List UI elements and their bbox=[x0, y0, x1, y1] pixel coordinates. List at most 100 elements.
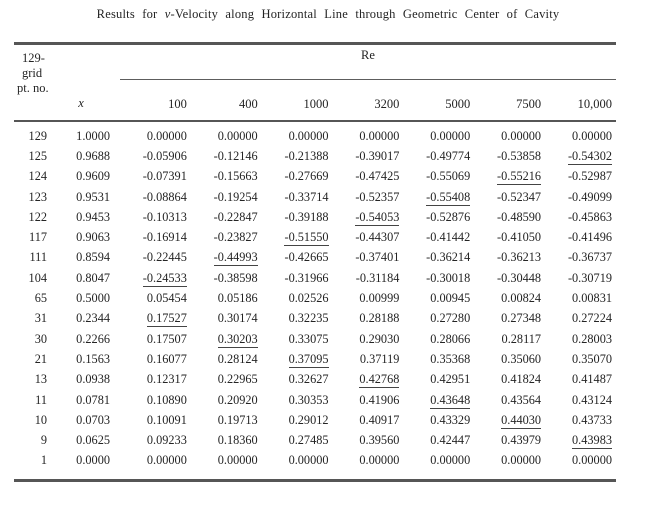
value: -0.39017 bbox=[355, 148, 400, 163]
value-cell: 0.29030 bbox=[333, 329, 404, 349]
table-title: Results for v-Velocity along Horizontal … bbox=[0, 7, 656, 22]
value: 0.28124 bbox=[217, 351, 258, 366]
value: 0.29030 bbox=[359, 331, 400, 346]
value-cell: -0.36737 bbox=[545, 248, 616, 268]
grid-pt-cell: 13 bbox=[34, 372, 47, 387]
value-cell: 0.43564 bbox=[474, 390, 545, 410]
value-cell: 0.00000 bbox=[120, 121, 191, 146]
table-row: 129 1.0000 0.00000 0.00000 0.00000 0.00000 0.0… bbox=[14, 121, 616, 146]
underlined-extremum-value: -0.54302 bbox=[567, 148, 612, 165]
value-cell: 0.00824 bbox=[474, 288, 545, 308]
value-cell: 0.35368 bbox=[403, 349, 474, 369]
table-row: 104 0.8047 -0.24533 -0.38598 -0.31966 -0.3118… bbox=[14, 268, 616, 288]
value-cell: -0.19254 bbox=[191, 187, 262, 207]
value: 0.00999 bbox=[359, 291, 400, 306]
value-cell: -0.23827 bbox=[191, 227, 262, 247]
value: 0.00945 bbox=[430, 291, 471, 306]
value: 0.00831 bbox=[572, 291, 612, 306]
value: 0.17507 bbox=[146, 331, 187, 346]
value-cell: 0.30203 bbox=[191, 329, 262, 349]
underlined-extremum-value: 0.42768 bbox=[359, 372, 400, 389]
grid-pt-cell: 30 bbox=[34, 331, 47, 346]
table-row: 111 0.8594 -0.22445 -0.44993 -0.42665 -0.3740… bbox=[14, 248, 616, 268]
value: -0.21388 bbox=[284, 148, 329, 163]
value: 0.05186 bbox=[217, 291, 258, 306]
value: 0.00000 bbox=[359, 453, 400, 468]
value: 0.16077 bbox=[146, 351, 187, 366]
grid-pt-cell: 122 bbox=[28, 209, 47, 224]
value: -0.37401 bbox=[355, 250, 400, 265]
grid-pt-cell: 129 bbox=[28, 128, 47, 143]
x-cell: 0.8594 bbox=[76, 250, 110, 265]
value: 0.41906 bbox=[359, 392, 400, 407]
value-cell: 0.00000 bbox=[191, 121, 262, 146]
grid-pt-cell: 11 bbox=[35, 392, 47, 407]
value: -0.36737 bbox=[567, 250, 612, 265]
value: -0.41442 bbox=[426, 230, 471, 245]
value-cell: 0.00831 bbox=[545, 288, 616, 308]
value: 0.42951 bbox=[430, 372, 471, 387]
table-row: 11 0.0781 0.10890 0.20920 0.30353 0.41906 0.43… bbox=[14, 390, 616, 410]
value-cell: 0.32235 bbox=[262, 309, 333, 329]
re-column-header-3200: 3200 bbox=[374, 97, 400, 111]
value-cell: 0.27280 bbox=[403, 309, 474, 329]
value: -0.22445 bbox=[142, 250, 187, 265]
value-cell: 0.44030 bbox=[474, 410, 545, 430]
value: 0.00000 bbox=[288, 128, 329, 143]
value: 0.28188 bbox=[359, 311, 400, 326]
value: -0.44307 bbox=[355, 230, 400, 245]
value: -0.27669 bbox=[284, 169, 329, 184]
value-cell: 0.28117 bbox=[474, 329, 545, 349]
value-cell: -0.12146 bbox=[191, 146, 262, 166]
value: 0.20920 bbox=[217, 392, 258, 407]
value: 0.30353 bbox=[288, 392, 329, 407]
value-cell: -0.52987 bbox=[545, 167, 616, 187]
value: -0.41496 bbox=[567, 230, 612, 245]
value-cell: 0.16077 bbox=[120, 349, 191, 369]
value-cell: 0.27485 bbox=[262, 430, 333, 450]
value-cell: -0.07391 bbox=[120, 167, 191, 187]
results-table-wrap: 129- grid pt. no. x Re 100 400 1000 3200… bbox=[14, 42, 616, 483]
value: 0.28003 bbox=[572, 331, 612, 346]
grid-pt-cell: 124 bbox=[28, 169, 47, 184]
underlined-extremum-value: 0.43983 bbox=[572, 433, 612, 450]
x-cell: 0.0781 bbox=[76, 392, 110, 407]
grid-pt-cell: 65 bbox=[34, 291, 47, 306]
x-cell: 0.1563 bbox=[76, 351, 110, 366]
value: -0.30018 bbox=[426, 270, 471, 285]
value-cell: -0.54053 bbox=[333, 207, 404, 227]
grid-pt-cell: 123 bbox=[28, 189, 47, 204]
value-cell: -0.55069 bbox=[403, 167, 474, 187]
value-cell: -0.30018 bbox=[403, 268, 474, 288]
value-cell: -0.36214 bbox=[403, 248, 474, 268]
x-column-header: x bbox=[78, 96, 84, 110]
value-cell: 0.40917 bbox=[333, 410, 404, 430]
table-row: 122 0.9453 -0.10313 -0.22847 -0.39188 -0.5405… bbox=[14, 207, 616, 227]
value-cell: -0.44993 bbox=[191, 248, 262, 268]
value-cell: -0.54302 bbox=[545, 146, 616, 166]
re-column-header-1000: 1000 bbox=[303, 97, 329, 111]
value: 0.02526 bbox=[288, 291, 329, 306]
table-row: 10 0.0703 0.10091 0.19713 0.29012 0.40917 0.43… bbox=[14, 410, 616, 430]
value-cell: 0.00000 bbox=[262, 451, 333, 481]
table-row: 125 0.9688 -0.05906 -0.12146 -0.21388 -0.3901… bbox=[14, 146, 616, 166]
value: -0.52347 bbox=[497, 189, 542, 204]
value-cell: 0.30174 bbox=[191, 309, 262, 329]
value-cell: -0.38598 bbox=[191, 268, 262, 288]
value: 0.32235 bbox=[288, 311, 329, 326]
underlined-extremum-value: -0.55408 bbox=[426, 189, 471, 206]
x-cell: 0.9531 bbox=[76, 189, 110, 204]
value: -0.15663 bbox=[213, 169, 258, 184]
grid-pt-header-line2: grid bbox=[22, 66, 43, 80]
table-row: 31 0.2344 0.17527 0.30174 0.32235 0.28188 0.27… bbox=[14, 309, 616, 329]
value: 0.00000 bbox=[217, 128, 258, 143]
table-row: 65 0.5000 0.05454 0.05186 0.02526 0.00999 0.00… bbox=[14, 288, 616, 308]
table-body: 129 1.0000 0.00000 0.00000 0.00000 0.00000 0.0… bbox=[14, 121, 616, 481]
value: -0.45863 bbox=[567, 209, 612, 224]
value: 0.00000 bbox=[501, 128, 542, 143]
underlined-extremum-value: -0.55216 bbox=[497, 169, 542, 186]
grid-pt-cell: 125 bbox=[28, 148, 47, 163]
value: -0.30448 bbox=[497, 270, 542, 285]
value-cell: 0.35060 bbox=[474, 349, 545, 369]
underlined-extremum-value: 0.17527 bbox=[146, 311, 187, 328]
